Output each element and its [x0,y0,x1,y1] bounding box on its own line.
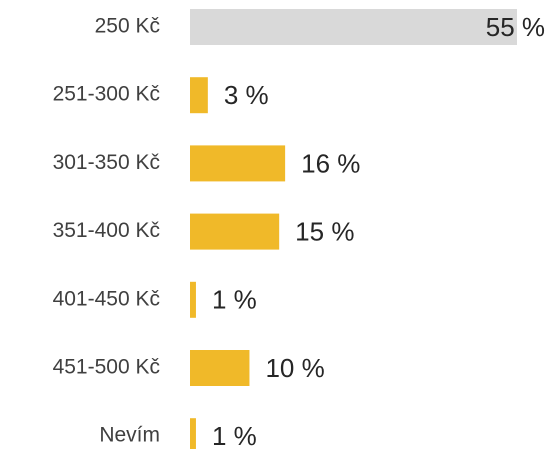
value-label: 10 % [265,353,324,383]
category-label: 250 Kč [95,15,160,38]
value-label: 15 % [295,216,354,246]
bar [190,350,250,386]
value-label: 1 % [212,285,257,315]
bar [190,281,196,318]
value-label: 16 % [301,148,360,178]
value-label: 55 % [486,12,545,42]
category-label: 451-500 Kč [53,356,160,379]
category-label: 401-450 Kč [53,287,160,310]
category-label: 251-300 Kč [53,83,160,106]
category-label: Nevím [99,424,160,447]
bar [190,213,280,250]
bar [190,145,286,182]
category-label: 301-350 Kč [53,151,160,174]
bar [190,77,208,114]
value-label: 1 % [212,421,257,449]
value-label: 3 % [224,80,269,110]
category-label: 351-400 Kč [53,219,160,242]
bar [190,418,196,449]
bar [190,9,517,45]
